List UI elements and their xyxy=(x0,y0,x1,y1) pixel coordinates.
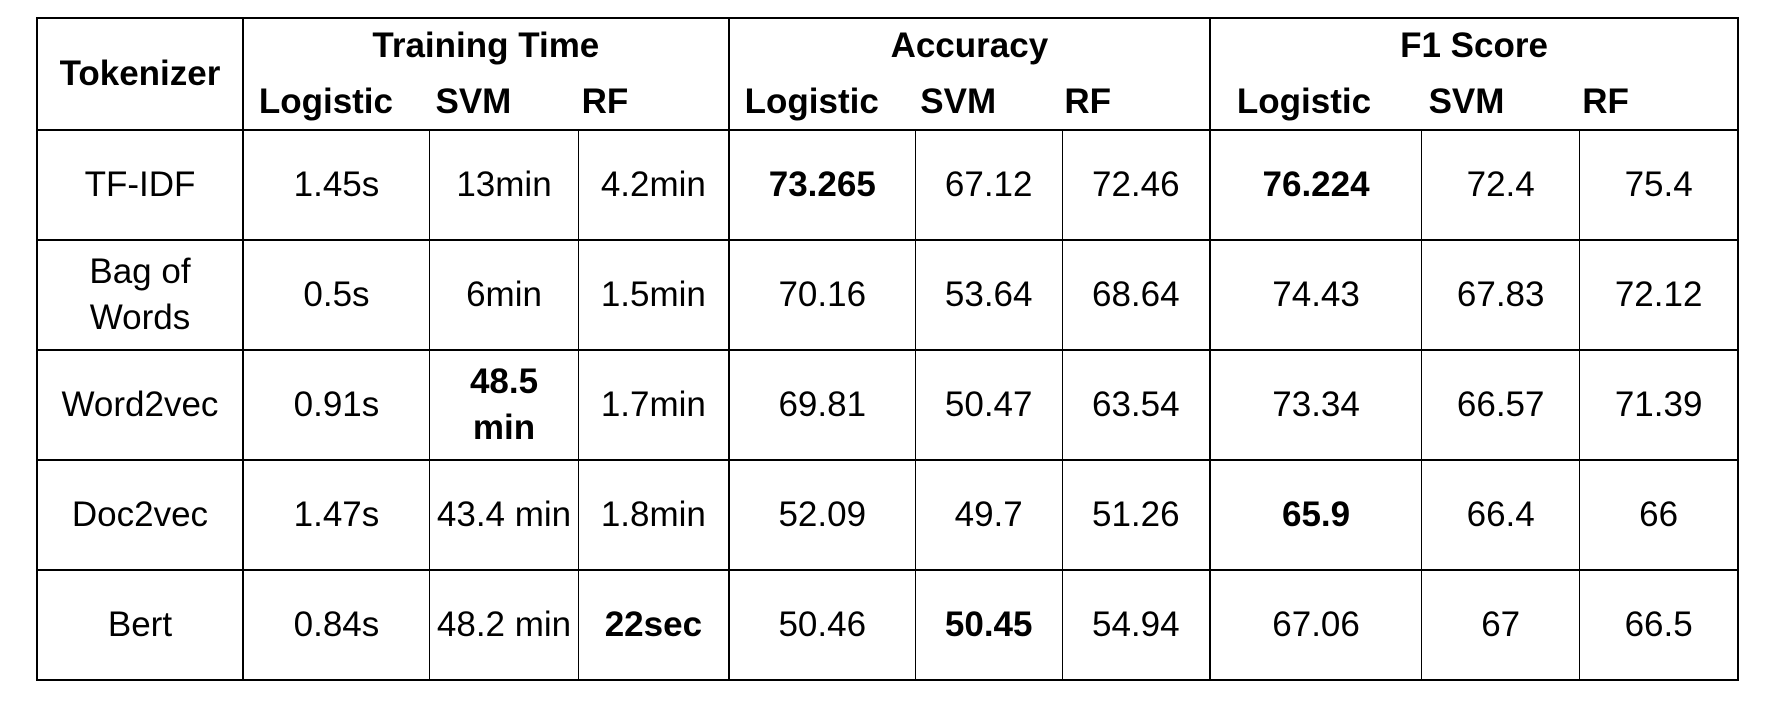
header-tokenizer: Tokenizer xyxy=(36,17,243,131)
table-cell: 1.45s xyxy=(241,130,430,241)
group-title: Accuracy xyxy=(890,26,1049,65)
table-cell: 76.224 xyxy=(1209,130,1422,241)
header-row: Tokenizer Training Time Logistic SVM RF … xyxy=(36,17,1739,131)
table-cell: 1.8min xyxy=(578,460,729,571)
table-cell: 50.47 xyxy=(914,350,1063,461)
row-label: TF-IDF xyxy=(36,130,243,241)
table-cell: 50.46 xyxy=(727,570,916,681)
table-cell: 13min xyxy=(428,130,579,241)
row-label: Doc2vec xyxy=(36,460,243,571)
results-table: Tokenizer Training Time Logistic SVM RF … xyxy=(36,17,1740,681)
table-cell: 72.46 xyxy=(1061,130,1211,241)
table-cell: 49.7 xyxy=(914,460,1063,571)
table-cell: 0.91s xyxy=(241,350,430,461)
subheader-logistic: Logistic xyxy=(1236,82,1372,121)
table-cell: 70.16 xyxy=(727,240,916,351)
table-cell: 48.5 min xyxy=(428,350,579,461)
group-title: Training Time xyxy=(372,26,600,65)
table-cell: 1.47s xyxy=(241,460,430,571)
table-cell: 48.2 min xyxy=(428,570,579,681)
table-cell: 4.2min xyxy=(578,130,729,241)
header-group-accuracy: Accuracy Logistic SVM RF xyxy=(727,17,1211,131)
table-cell: 65.9 xyxy=(1209,460,1422,571)
table-cell: 66.57 xyxy=(1421,350,1580,461)
table-cell: 50.45 xyxy=(914,570,1063,681)
subheader-svm: SVM xyxy=(920,82,997,121)
table-cell: 43.4 min xyxy=(428,460,579,571)
table-row: Bag of Words 0.5s 6min 1.5min 70.16 53.6… xyxy=(36,240,1740,351)
table-cell: 67 xyxy=(1421,570,1580,681)
table-cell: 1.5min xyxy=(578,240,729,351)
row-label: Bert xyxy=(36,570,243,681)
table-row: Doc2vec 1.47s 43.4 min 1.8min 52.09 49.7… xyxy=(36,460,1740,571)
subheader-svm: SVM xyxy=(1428,82,1505,121)
subheader-logistic: Logistic xyxy=(258,82,394,121)
table-cell: 51.26 xyxy=(1061,460,1211,571)
table-cell: 67.83 xyxy=(1421,240,1580,351)
subheader-rf: RF xyxy=(1582,82,1629,121)
table-row: TF-IDF 1.45s 13min 4.2min 73.265 67.12 7… xyxy=(36,130,1740,241)
table-cell: 69.81 xyxy=(727,350,916,461)
row-label: Bag of Words xyxy=(36,240,243,351)
table-cell: 22sec xyxy=(578,570,729,681)
subheader-logistic: Logistic xyxy=(744,82,879,121)
table-cell: 66.4 xyxy=(1421,460,1580,571)
subheader-rf: RF xyxy=(1064,82,1112,121)
subheader-rf: RF xyxy=(581,82,629,121)
table-cell: 1.7min xyxy=(578,350,729,461)
table-cell: 63.54 xyxy=(1061,350,1211,461)
table-cell: 66 xyxy=(1579,460,1740,571)
table-cell: 52.09 xyxy=(727,460,916,571)
table-row: Bert 0.84s 48.2 min 22sec 50.46 50.45 54… xyxy=(36,570,1740,681)
table-cell: 0.5s xyxy=(241,240,430,351)
subheader-svm: SVM xyxy=(435,82,512,121)
table-cell: 71.39 xyxy=(1579,350,1740,461)
table-cell: 6min xyxy=(428,240,579,351)
table-cell: 53.64 xyxy=(914,240,1063,351)
table-cell: 73.34 xyxy=(1209,350,1422,461)
row-label: Word2vec xyxy=(36,350,243,461)
table-cell: 72.12 xyxy=(1579,240,1740,351)
table-cell: 73.265 xyxy=(727,130,916,241)
table-cell: 0.84s xyxy=(241,570,430,681)
table-cell: 67.06 xyxy=(1209,570,1422,681)
table-row: Word2vec 0.91s 48.5 min 1.7min 69.81 50.… xyxy=(36,350,1740,461)
header-group-f1-score: F1 Score Logistic SVM RF xyxy=(1209,17,1739,131)
table-cell: 72.4 xyxy=(1421,130,1580,241)
table-cell: 74.43 xyxy=(1209,240,1422,351)
table-cell: 67.12 xyxy=(914,130,1063,241)
table-cell: 75.4 xyxy=(1579,130,1740,241)
table-cell: 54.94 xyxy=(1061,570,1211,681)
header-group-training-time: Training Time Logistic SVM RF xyxy=(241,17,729,131)
group-title: F1 Score xyxy=(1400,26,1548,65)
table-cell: 68.64 xyxy=(1061,240,1211,351)
table-cell: 66.5 xyxy=(1579,570,1740,681)
